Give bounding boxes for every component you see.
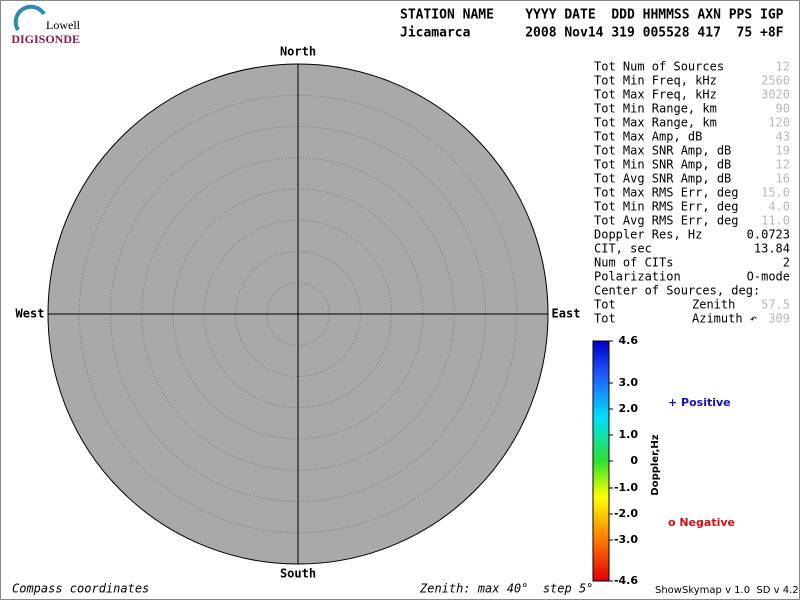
north-label: North <box>280 45 316 59</box>
skymap <box>47 63 549 565</box>
stat-value: 3020 <box>761 88 790 102</box>
stat-value: 11.0 <box>761 214 790 228</box>
stat-label: Tot Max Amp, dB <box>594 130 702 144</box>
colorbar-tick-label: -1.0 <box>614 481 638 494</box>
positive-legend: + Positive <box>668 396 731 409</box>
colorbar-ticks: 4.6 3.0 2.0 1.0 0 -1.0 -2.0 -3.0 -4.6 <box>609 334 638 587</box>
stat-label: Tot <box>594 298 616 312</box>
stats: Tot Num of Sources 12 Tot Min Freq, kHz 256… <box>594 60 790 326</box>
stat-label: Tot Num of Sources <box>594 60 724 74</box>
stat-value: 309 <box>768 312 790 326</box>
stat-label: Tot Max Freq, kHz <box>594 88 717 102</box>
stat-label: Tot Min RMS Err, deg <box>594 200 739 214</box>
stat-value: 12 <box>776 60 790 74</box>
stat-value: 13.84 <box>754 242 790 256</box>
logo-top: Lowell <box>46 18 81 32</box>
stat-value: 57.5 <box>761 298 790 312</box>
stat-value: 15.0 <box>761 186 790 200</box>
west-label: West <box>16 307 45 321</box>
stat-label: Tot Max RMS Err, deg <box>594 186 739 200</box>
south-label: South <box>280 567 316 581</box>
stat-label: Tot Min Freq, kHz <box>594 74 717 88</box>
colorbar-tick-label: -2.0 <box>614 507 638 520</box>
stat-value: 90 <box>776 102 790 116</box>
negative-legend: o Negative <box>668 516 735 529</box>
stat-label: Polarization <box>594 270 681 284</box>
stat-label: Tot Avg RMS Err, deg <box>594 214 739 228</box>
stat-value: 4.0 <box>768 200 790 214</box>
stat-value: 16 <box>776 172 790 186</box>
colorbar-tick-label: -3.0 <box>614 533 638 546</box>
stat-value: 0.0723 <box>747 228 790 242</box>
east-label: East <box>552 307 581 321</box>
stat-value: 120 <box>768 116 790 130</box>
footer-right: ShowSkymap v 1.0 SD v 4.2 <box>655 585 799 596</box>
colorbar-tick-label: 2.0 <box>619 402 639 415</box>
stat-value: 2560 <box>761 74 790 88</box>
stat-label: Tot Avg SNR Amp, dB <box>594 172 731 186</box>
stat-label: Num of CITs <box>594 256 673 270</box>
logo-arc <box>13 4 46 32</box>
colorbar-tick-label: 1.0 <box>619 428 639 441</box>
stat-label: Tot Max SNR Amp, dB <box>594 144 731 158</box>
center-name: Zenith <box>692 298 735 312</box>
center-title: Center of Sources, deg: <box>594 284 760 298</box>
stat-value: 43 <box>776 130 790 144</box>
colorbar-tick-label: 0 <box>630 454 638 467</box>
stat-label: Tot Min Range, km <box>594 102 717 116</box>
footer-left: Compass coordinates <box>12 582 149 596</box>
logo-bottom: DIGISONDE <box>11 32 80 46</box>
stat-label: Doppler Res, Hz <box>594 228 702 242</box>
center-name: Azimuth ↶ <box>692 312 757 326</box>
stat-value: 12 <box>776 158 790 172</box>
colorbar-tick-label: 4.6 <box>619 334 639 347</box>
colorbar <box>592 340 610 582</box>
stat-label: CIT, sec <box>594 242 652 256</box>
stat-value: 2 <box>783 256 790 270</box>
colorbar-tick-label: -4.6 <box>614 574 638 587</box>
colorbar-title: Doppler,Hz <box>650 434 661 495</box>
header-values: Jicamarca 2008 Nov14 319 005528 417 75 +… <box>400 26 784 41</box>
stat-label: Tot Max Range, km <box>594 116 717 130</box>
stat-label: Tot <box>594 312 616 326</box>
header-labels: STATION NAME YYYY DATE DDD HHMMSS AXN PP… <box>400 8 784 23</box>
stat-label: Tot Min SNR Amp, dB <box>594 158 731 172</box>
stat-value: 19 <box>776 144 790 158</box>
colorbar-tick-label: 3.0 <box>619 376 639 389</box>
stat-value: O-mode <box>747 270 790 284</box>
footer-middle: Zenith: max 40° step 5° <box>419 582 593 596</box>
